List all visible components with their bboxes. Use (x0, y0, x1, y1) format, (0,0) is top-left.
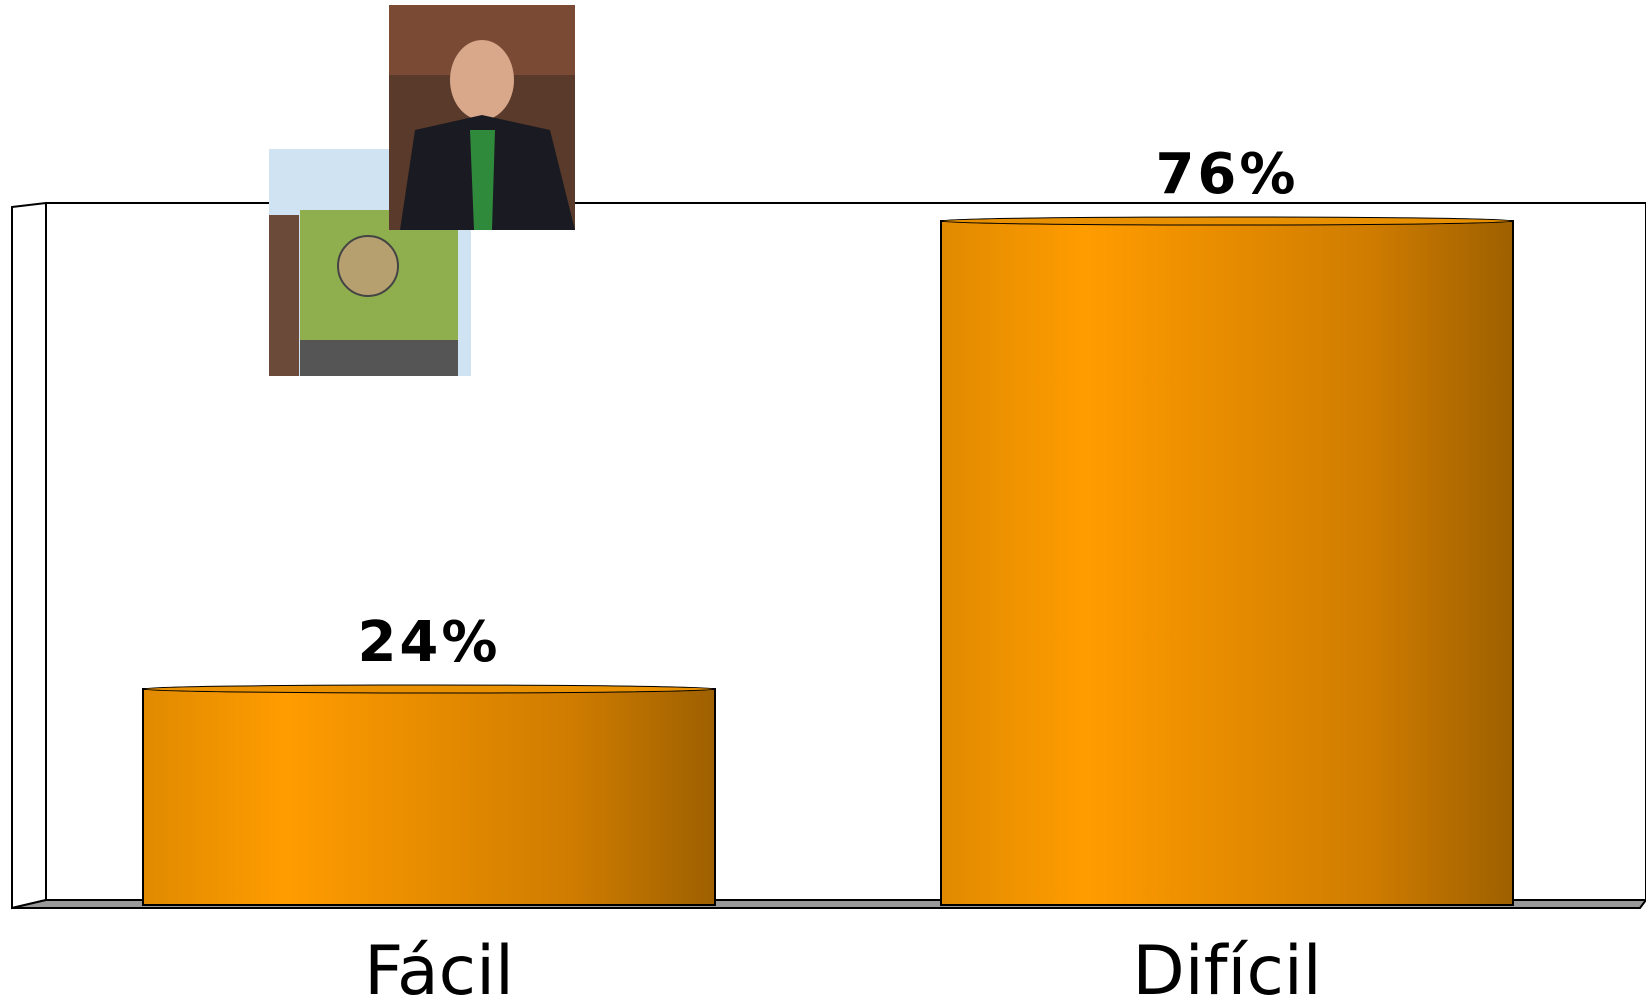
value-label: 24% (357, 610, 500, 675)
bar-top (940, 216, 1514, 226)
bar (940, 220, 1514, 906)
x-tick-label: Fácil (364, 932, 514, 1003)
bar (142, 688, 716, 906)
bar-top (142, 684, 716, 694)
value-label: 76% (1155, 142, 1298, 207)
photo-portrait (389, 5, 575, 230)
x-tick-label: Difícil (1132, 932, 1321, 1003)
